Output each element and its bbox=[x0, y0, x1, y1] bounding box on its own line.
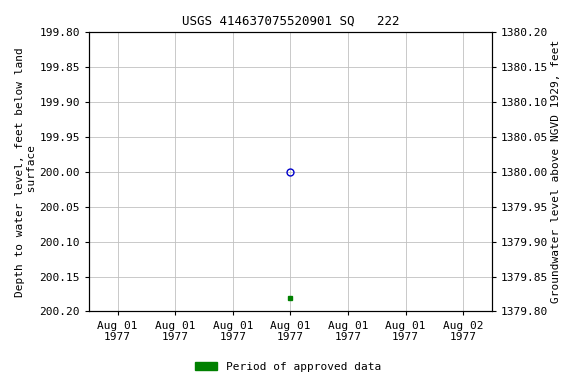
Title: USGS 414637075520901 SQ   222: USGS 414637075520901 SQ 222 bbox=[181, 15, 399, 28]
Legend: Period of approved data: Period of approved data bbox=[191, 358, 385, 377]
Y-axis label: Depth to water level, feet below land
 surface: Depth to water level, feet below land su… bbox=[15, 47, 37, 296]
Y-axis label: Groundwater level above NGVD 1929, feet: Groundwater level above NGVD 1929, feet bbox=[551, 40, 561, 303]
